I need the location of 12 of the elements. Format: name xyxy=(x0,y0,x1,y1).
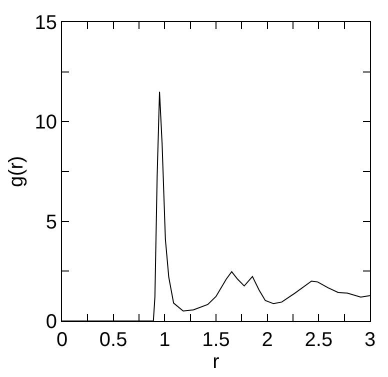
x-tick-label: 1.5 xyxy=(202,329,230,351)
x-tick-label: 0.5 xyxy=(99,329,128,351)
x-tick-label: 1 xyxy=(159,329,170,351)
y-tick-label: 10 xyxy=(34,112,57,134)
y-tick-label: 5 xyxy=(46,211,57,234)
x-axis-title: r xyxy=(212,351,220,373)
y-tick-label: 0 xyxy=(46,311,57,333)
x-tick-label: 2.5 xyxy=(304,329,333,351)
y-tick-label: 15 xyxy=(34,12,57,34)
x-tick-label: 3 xyxy=(364,329,376,351)
x-tick-label: 2 xyxy=(262,329,273,351)
y-axis-title: g(r) xyxy=(5,156,28,188)
